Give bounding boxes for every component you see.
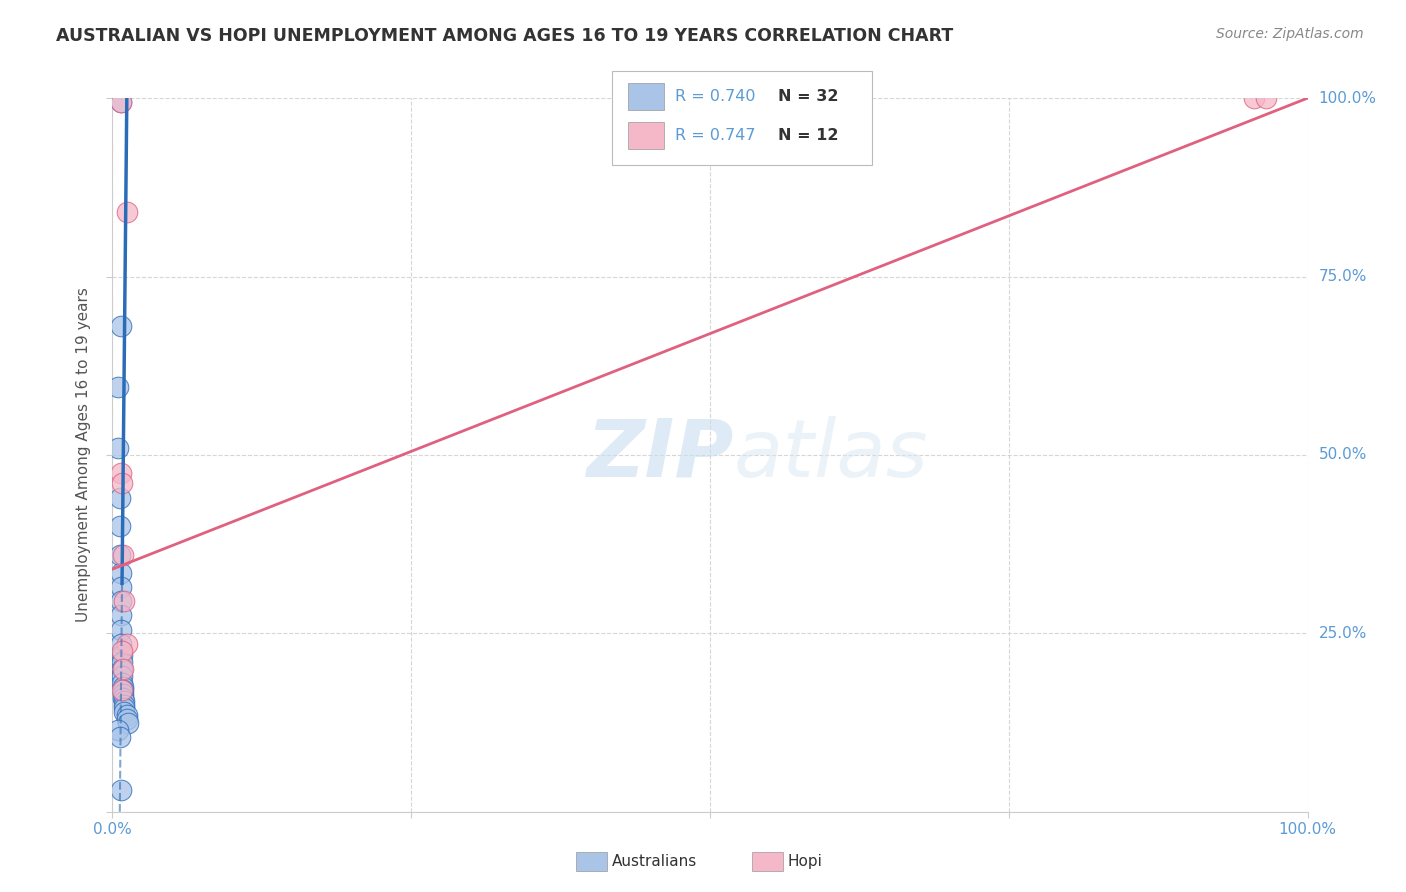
Point	[111, 655, 134, 669]
Point	[111, 662, 134, 676]
Point	[112, 683, 135, 698]
Point	[1254, 91, 1277, 105]
Point	[117, 715, 139, 730]
Point	[112, 690, 135, 705]
Point	[111, 476, 134, 491]
Point	[111, 676, 134, 690]
Point	[110, 566, 132, 580]
Point	[112, 687, 135, 701]
Text: Australians: Australians	[612, 855, 697, 869]
Point	[107, 723, 129, 737]
Text: 25.0%: 25.0%	[1319, 626, 1367, 640]
Point	[111, 644, 134, 658]
Point	[112, 548, 135, 562]
Point	[114, 698, 135, 712]
Point	[115, 205, 138, 219]
Point	[110, 580, 132, 594]
Point	[108, 730, 131, 744]
Point	[111, 683, 134, 698]
Text: atlas: atlas	[734, 416, 929, 494]
Text: Hopi: Hopi	[787, 855, 823, 869]
Text: N = 32: N = 32	[778, 89, 838, 103]
Text: AUSTRALIAN VS HOPI UNEMPLOYMENT AMONG AGES 16 TO 19 YEARS CORRELATION CHART: AUSTRALIAN VS HOPI UNEMPLOYMENT AMONG AG…	[56, 27, 953, 45]
Point	[110, 608, 132, 623]
Point	[107, 441, 129, 455]
Point	[114, 705, 135, 719]
Text: 50.0%: 50.0%	[1319, 448, 1367, 462]
Point	[110, 623, 132, 637]
Text: R = 0.740: R = 0.740	[675, 89, 755, 103]
Point	[115, 712, 138, 726]
Point	[110, 594, 132, 608]
Point	[114, 594, 135, 608]
Point	[111, 648, 134, 662]
Point	[114, 694, 135, 708]
Point	[110, 95, 132, 109]
Text: R = 0.747: R = 0.747	[675, 128, 755, 143]
Point	[107, 380, 129, 394]
Point	[108, 519, 131, 533]
Point	[115, 637, 138, 651]
Point	[110, 783, 132, 797]
Text: N = 12: N = 12	[778, 128, 838, 143]
Y-axis label: Unemployment Among Ages 16 to 19 years: Unemployment Among Ages 16 to 19 years	[76, 287, 91, 623]
Text: Source: ZipAtlas.com: Source: ZipAtlas.com	[1216, 27, 1364, 41]
Point	[110, 466, 132, 480]
Text: 75.0%: 75.0%	[1319, 269, 1367, 284]
Point	[115, 708, 138, 723]
Point	[112, 680, 135, 694]
Point	[110, 637, 132, 651]
Point	[110, 95, 132, 109]
Point	[112, 662, 135, 676]
Point	[108, 491, 131, 505]
Point	[111, 669, 134, 683]
Text: 100.0%: 100.0%	[1319, 91, 1376, 105]
Point	[114, 701, 135, 715]
Point	[108, 548, 131, 562]
Point	[110, 319, 132, 334]
Point	[1243, 91, 1265, 105]
Text: ZIP: ZIP	[586, 416, 734, 494]
